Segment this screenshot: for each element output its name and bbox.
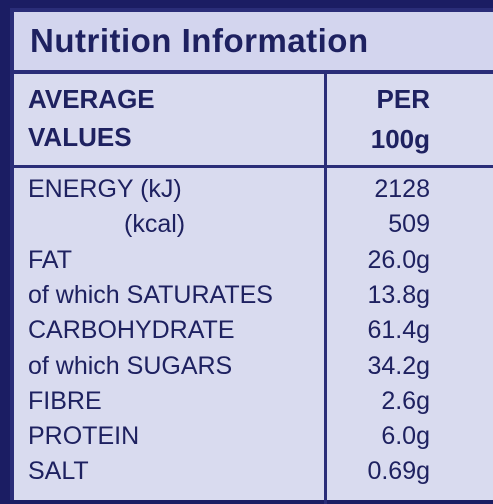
row-label: (kcal) [124, 210, 186, 239]
column-header: VALUES [28, 122, 132, 152]
column-header: AVERAGE [28, 84, 155, 114]
row-value: 61.4g [367, 316, 430, 345]
row-value: 34.2g [367, 351, 430, 380]
row-value: 509 [388, 210, 430, 239]
row-label: FIBRE [28, 386, 102, 415]
row-label: PROTEIN [28, 422, 140, 451]
column-header: 100g [370, 124, 430, 154]
row-value: 2128 [374, 175, 430, 203]
nutrition-panel: Nutrition Information AVERAGE VALUES PER 10… [10, 8, 493, 504]
title-bar: Nutrition Information [14, 12, 493, 74]
column-header: PER [376, 84, 430, 114]
column-divider [324, 74, 327, 504]
row-value: 13.8g [367, 280, 430, 309]
row-label: SALT [28, 457, 89, 486]
row-label: CARBOHYDRATE [28, 316, 235, 345]
row-value: 0.69g [367, 457, 430, 486]
row-label: of which SUGARS [28, 351, 233, 380]
row-value: 6.0g [381, 422, 430, 451]
row-label: FAT [28, 245, 72, 274]
row-value: 26.0g [367, 245, 430, 274]
row-label: of which SATURATES [28, 280, 273, 309]
title: Nutrition Information [30, 22, 369, 59]
row-value: 2.6g [381, 386, 430, 415]
row-label: ENERGY (kJ) [28, 175, 182, 203]
header-divider [14, 165, 493, 168]
